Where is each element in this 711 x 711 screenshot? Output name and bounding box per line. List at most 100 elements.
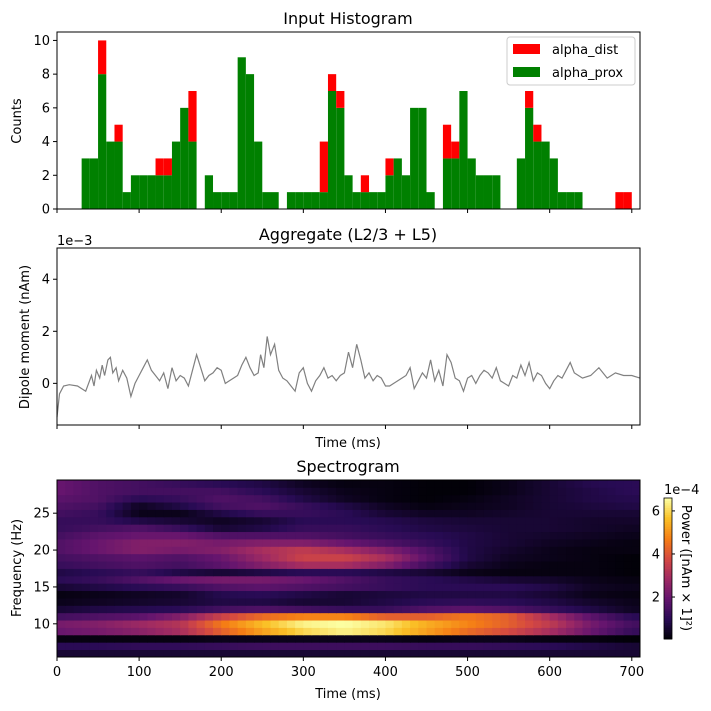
spectrogram-cell (590, 524, 600, 533)
spectrogram-cell (557, 627, 567, 636)
spectrogram-cell (393, 575, 403, 584)
spectrogram-cell (155, 502, 165, 510)
spectrogram-cell (401, 649, 411, 658)
spectrogram-cell (213, 502, 222, 510)
spectrogram-cell (278, 487, 288, 496)
spectrogram-cell (213, 575, 222, 584)
spectrogram-cell (385, 480, 395, 488)
spectrogram-cell (607, 480, 616, 488)
legend-label-alpha-dist: alpha_dist (552, 43, 618, 58)
dipole-ytick-label: 0 (42, 377, 50, 392)
spectrogram-cell (319, 524, 329, 533)
spectrogram-cell (516, 590, 526, 599)
spectrogram-cell (467, 509, 477, 518)
spectrogram-cell (590, 598, 600, 606)
spectrogram-cell (204, 494, 214, 503)
spectrogram-cell (631, 516, 640, 525)
spectrogram-cell (155, 575, 165, 584)
spectrogram-cell (426, 502, 436, 510)
spectrogram-cell (623, 583, 633, 592)
spectrogram-cell (73, 502, 83, 510)
spectrogram-cell (615, 561, 625, 569)
spectrogram-cell (623, 561, 633, 569)
colorbar-segment (664, 540, 672, 544)
spectrogram-cell (566, 620, 575, 628)
spectrogram-cell (623, 598, 633, 606)
spectrogram-cell (245, 487, 255, 496)
spectrogram-cell (171, 649, 181, 658)
spectrogram-cell (262, 487, 272, 496)
spectrogram-cell (500, 575, 510, 584)
spectrogram-cell (492, 487, 502, 496)
colorbar-segment (664, 627, 672, 631)
spectrogram-cell (426, 612, 436, 621)
spectrogram-cell (336, 480, 345, 488)
spectrogram-cell (360, 561, 370, 569)
spectrogram-cell (98, 649, 107, 658)
spectrogram-cell (237, 598, 247, 606)
spectrogram-cell (155, 509, 165, 518)
spectrogram-cell (369, 627, 378, 636)
spectrogram-cell (467, 598, 477, 606)
spectrogram-cell (451, 516, 460, 525)
spectrogram-cell (114, 553, 124, 562)
spectrogram-cell (590, 620, 600, 628)
spectrogram-cell (98, 583, 107, 592)
spectrogram-cell (557, 539, 567, 547)
spectrogram-cell (483, 480, 493, 488)
spectrogram-cell (155, 620, 165, 628)
spectrogram-cell (500, 524, 510, 533)
spectrogram-cell (369, 620, 378, 628)
spectrogram-cell (106, 620, 116, 628)
spectrogram-cell (106, 509, 116, 518)
spectrogram-cell (557, 649, 567, 658)
spectrogram-cell (204, 575, 214, 584)
spectrogram-cell (607, 546, 616, 555)
spectrogram-cell (57, 561, 66, 569)
spectrogram-cell (204, 480, 214, 488)
colorbar-segment (664, 575, 672, 579)
spectrogram-cell (352, 627, 362, 636)
spectrogram-cell (516, 561, 526, 569)
spectrogram-cell (57, 620, 66, 628)
spectrogram-cell (171, 575, 181, 584)
spectrogram-cell (467, 494, 477, 503)
spectrogram-cell (393, 561, 403, 569)
spectrogram-cell (401, 575, 411, 584)
colorbar-segment (664, 594, 672, 598)
spectrogram-cell (451, 642, 460, 651)
dipole-ytick-label: 4 (42, 273, 50, 288)
spectrogram-cell (590, 516, 600, 525)
spectrogram-cell (385, 598, 395, 606)
spectrogram-cell (327, 494, 337, 503)
spectrogram-cell (393, 605, 403, 614)
colorbar-segment (664, 556, 672, 560)
spectrogram-cell (311, 480, 321, 488)
spectrogram-cell (508, 634, 518, 643)
spectrogram-cell (508, 649, 518, 658)
spectrogram-cell (360, 553, 370, 562)
spectrogram-cell (295, 516, 304, 525)
spectrogram-cell (385, 524, 395, 533)
bar-alpha-dist (525, 91, 534, 108)
spectrogram-cell (57, 649, 66, 658)
spectrogram-cell (73, 561, 83, 569)
spectrogram-cell (525, 642, 534, 651)
spectrogram-cell (327, 487, 337, 496)
spectrogram-cell (122, 598, 132, 606)
spectrogram-cell (213, 546, 222, 555)
spectrogram-cell (65, 605, 75, 614)
spectrogram-cell (492, 642, 502, 651)
spectrogram-cell (369, 480, 378, 488)
bar-alpha-prox (377, 192, 386, 209)
spectrogram-cell (631, 649, 640, 658)
spectrogram-cell (65, 553, 75, 562)
spectrogram-cell (262, 620, 272, 628)
spectrogram-cell (549, 516, 559, 525)
dipole-xlabel: Time (ms) (314, 436, 381, 451)
bar-alpha-prox (475, 175, 484, 209)
spectrogram-cell (410, 480, 419, 488)
spectrogram-cell (245, 480, 255, 488)
spectrogram-cell (303, 553, 313, 562)
spectrogram-cell (434, 649, 444, 658)
